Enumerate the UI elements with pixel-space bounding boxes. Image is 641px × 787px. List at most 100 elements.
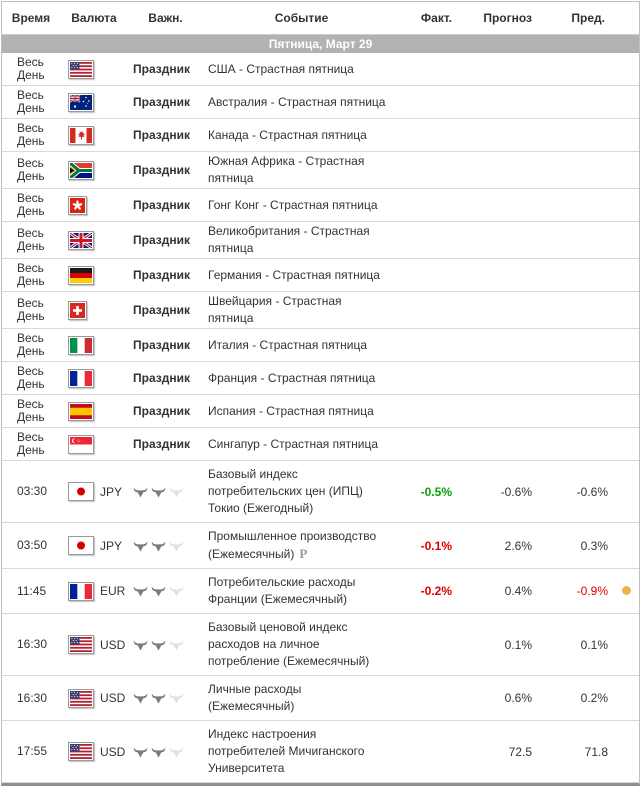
importance-cell: Праздник	[128, 291, 203, 329]
flag-gb-icon	[68, 230, 94, 250]
calendar-row-holiday[interactable]: Весь День Праздник Южная Африка - Страстна…	[2, 151, 639, 189]
importance-bull-icon	[151, 586, 166, 597]
previous-value: 0.3%	[540, 522, 613, 569]
importance-bull-icon	[151, 640, 166, 651]
event-name: Канада - Страстная пятница	[203, 118, 400, 152]
holiday-label: Праздник	[133, 198, 190, 212]
currency-code: JPY	[100, 538, 123, 553]
calendar-row-event[interactable]: 03:30 JPY Базовый индекс потребительских ц…	[2, 460, 639, 523]
calendar-row-holiday[interactable]: Весь День Праздник Швейцария - Страстная п…	[2, 291, 639, 329]
forecast-value	[460, 361, 540, 395]
note-cell	[613, 522, 639, 569]
importance-bull-icon	[133, 693, 148, 704]
previous-value: 71.8	[540, 720, 613, 783]
calendar-row-event[interactable]: 16:30 USD Личные расходы (Ежемесячный) 0.6%…	[2, 675, 639, 721]
note-cell	[613, 151, 639, 189]
previous-value	[540, 291, 613, 329]
note-cell	[613, 328, 639, 362]
flag-it-icon	[68, 335, 94, 355]
event-time: 16:30	[2, 675, 60, 721]
forecast-value	[460, 221, 540, 259]
calendar-row-event[interactable]: 03:50 JPY Промышленное производство (Ежеме…	[2, 522, 639, 569]
calendar-row-holiday[interactable]: Весь День Праздник Австралия - Страстная п…	[2, 85, 639, 119]
previous-value	[540, 328, 613, 362]
event-time: Весь День	[2, 328, 60, 362]
calendar-row-holiday[interactable]: Весь День Праздник Испания - Страстная пят…	[2, 394, 639, 428]
actual-value	[400, 188, 460, 222]
flag-es-icon	[68, 401, 94, 421]
importance-bull-icon	[133, 487, 148, 498]
col-header-importance: Важн.	[128, 2, 203, 35]
importance-cell: Праздник	[128, 427, 203, 461]
currency-cell: USD	[60, 720, 128, 783]
event-time: Весь День	[2, 291, 60, 329]
note-cell	[613, 568, 639, 614]
importance-cell: Праздник	[128, 221, 203, 259]
holiday-label: Праздник	[133, 62, 190, 76]
importance-bull-icon	[169, 487, 184, 498]
calendar-row-holiday[interactable]: Весь День Праздник Великобритания - Страст…	[2, 221, 639, 259]
calendar-row-event[interactable]: 16:30 USD Базовый ценовой индекс расходов …	[2, 613, 639, 676]
importance-bull-icon	[169, 586, 184, 597]
event-time: Весь День	[2, 118, 60, 152]
event-time: Весь День	[2, 258, 60, 292]
forecast-value	[460, 53, 540, 86]
flag-fr-icon	[68, 368, 94, 388]
column-header-row: Время Валюта Важн. Событие Факт. Прогноз…	[2, 2, 639, 35]
forecast-value	[460, 427, 540, 461]
calendar-row-event[interactable]: 11:45 EUR Потребительские расходы Франции …	[2, 568, 639, 614]
previous-value: -0.9%	[540, 568, 613, 614]
currency-code: EUR	[100, 584, 126, 598]
currency-cell	[60, 361, 128, 395]
importance-cell: Праздник	[128, 328, 203, 362]
importance-bull-icon	[151, 747, 166, 758]
actual-value: -0.1%	[400, 522, 460, 569]
event-name: Южная Африка - Страстная пятница	[203, 151, 400, 189]
event-time: Весь День	[2, 85, 60, 119]
calendar-body: Пятница, Март 29 Весь День Праздник США - …	[2, 34, 639, 783]
event-time: 16:30	[2, 613, 60, 676]
calendar-row-holiday[interactable]: Весь День Праздник Сингапур - Страстная пя…	[2, 427, 639, 461]
flag-au-icon	[68, 92, 94, 112]
actual-value	[400, 675, 460, 721]
previous-value	[540, 221, 613, 259]
actual-value	[400, 291, 460, 329]
importance-cell: Праздник	[128, 188, 203, 222]
note-dot-icon[interactable]	[621, 586, 631, 595]
actual-value	[400, 85, 460, 119]
importance-bull-icon	[133, 747, 148, 758]
event-time: Весь День	[2, 361, 60, 395]
calendar-row-holiday[interactable]: Весь День Праздник Франция - Страстная пят…	[2, 361, 639, 395]
col-header-time: Время	[2, 2, 60, 35]
calendar-row-holiday[interactable]: Весь День Праздник Германия - Страстная пя…	[2, 258, 639, 292]
forecast-value	[460, 151, 540, 189]
currency-cell	[60, 394, 128, 428]
event-name: Потребительские расходы Франции (Ежемеся…	[203, 568, 400, 614]
currency-cell	[60, 221, 128, 259]
currency-cell: EUR	[60, 568, 128, 614]
note-cell	[613, 613, 639, 676]
calendar-row-holiday[interactable]: Весь День Праздник США - Страстная пятница	[2, 53, 639, 86]
flag-us-icon	[68, 742, 94, 761]
importance-bull-icon	[169, 541, 184, 552]
event-name: Личные расходы (Ежемесячный)	[203, 675, 400, 721]
flag-jp-icon	[68, 482, 94, 501]
preliminary-icon: P	[299, 546, 308, 561]
calendar-row-holiday[interactable]: Весь День Праздник Гонг Конг - Страстная п…	[2, 188, 639, 222]
event-time: 03:50	[2, 522, 60, 569]
note-cell	[613, 675, 639, 721]
forecast-value	[460, 291, 540, 329]
note-cell	[613, 258, 639, 292]
importance-bull-icon	[151, 487, 166, 498]
importance-cell	[128, 568, 203, 614]
flag-za-icon	[68, 160, 94, 180]
note-cell	[613, 188, 639, 222]
event-name: Германия - Страстная пятница	[203, 258, 400, 292]
event-time: Весь День	[2, 53, 60, 86]
calendar-row-holiday[interactable]: Весь День Праздник Канада - Страстная пятн…	[2, 118, 639, 152]
currency-cell: USD	[60, 675, 128, 721]
calendar-row-event[interactable]: 17:55 USD Индекс настроения потребителей М…	[2, 720, 639, 783]
note-cell	[613, 394, 639, 428]
calendar-row-holiday[interactable]: Весь День Праздник Италия - Страстная пятн…	[2, 328, 639, 362]
